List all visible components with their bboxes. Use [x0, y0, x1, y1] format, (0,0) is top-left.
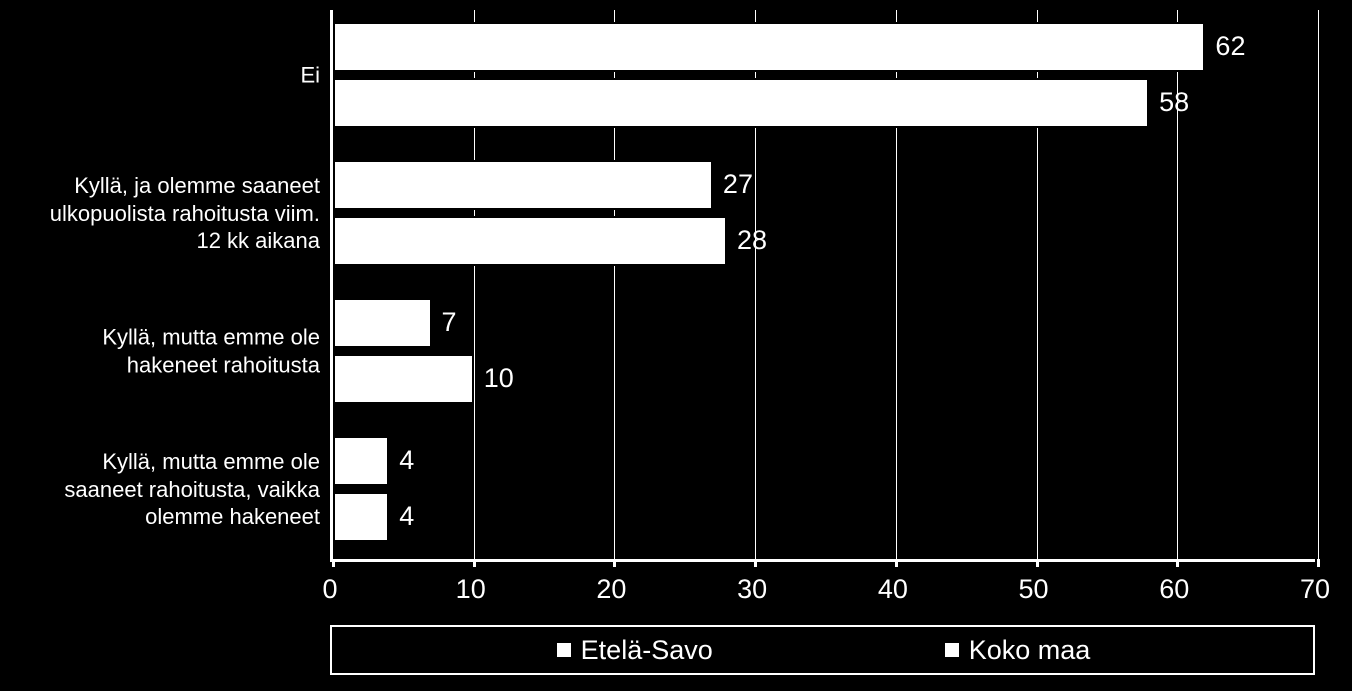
- bar: [333, 298, 432, 348]
- x-tick: [1317, 559, 1320, 567]
- x-tick: [473, 559, 476, 567]
- bar: [333, 492, 389, 542]
- x-tick-label: 50: [1019, 574, 1049, 605]
- legend-label: Etelä-Savo: [581, 635, 713, 666]
- value-label: 28: [737, 225, 767, 256]
- value-label: 62: [1215, 31, 1245, 62]
- value-label: 10: [484, 363, 514, 394]
- bar: [333, 436, 389, 486]
- plot-area: 62 58 27 28 7 10 4 4: [330, 10, 1315, 562]
- x-tick: [1176, 559, 1179, 567]
- category-label: Kyllä, mutta emme ole hakeneet rahoitust…: [20, 324, 320, 379]
- category-label: Kyllä, mutta emme ole saaneet rahoitusta…: [20, 448, 320, 531]
- bar: [333, 216, 727, 266]
- value-label: 27: [723, 169, 753, 200]
- x-tick-label: 20: [596, 574, 626, 605]
- value-label: 7: [442, 307, 457, 338]
- x-tick-label: 60: [1159, 574, 1189, 605]
- bar: [333, 22, 1205, 72]
- x-tick: [613, 559, 616, 567]
- value-label: 4: [399, 501, 414, 532]
- bar: [333, 78, 1149, 128]
- bar: [333, 160, 713, 210]
- legend-swatch: [555, 641, 573, 659]
- gridline: [1318, 10, 1319, 559]
- x-tick: [895, 559, 898, 567]
- bar: [333, 354, 474, 404]
- legend-label: Koko maa: [969, 635, 1091, 666]
- x-tick-label: 40: [878, 574, 908, 605]
- x-tick: [332, 559, 335, 567]
- value-label: 58: [1159, 87, 1189, 118]
- x-tick-label: 70: [1300, 574, 1330, 605]
- x-tick-label: 0: [322, 574, 337, 605]
- x-tick-label: 30: [737, 574, 767, 605]
- x-tick: [1036, 559, 1039, 567]
- legend: Etelä-Savo Koko maa: [330, 625, 1315, 675]
- x-tick: [754, 559, 757, 567]
- category-label: Kyllä, ja olemme saaneet ulkopuolista ra…: [20, 172, 320, 255]
- value-label: 4: [399, 445, 414, 476]
- x-tick-label: 10: [456, 574, 486, 605]
- legend-item: Koko maa: [943, 635, 1091, 666]
- legend-item: Etelä-Savo: [555, 635, 713, 666]
- legend-swatch: [943, 641, 961, 659]
- chart-container: 62 58 27 28 7 10 4 4 Ei Kyllä, ja olemme saaneet…: [0, 0, 1352, 691]
- category-label: Ei: [20, 61, 320, 89]
